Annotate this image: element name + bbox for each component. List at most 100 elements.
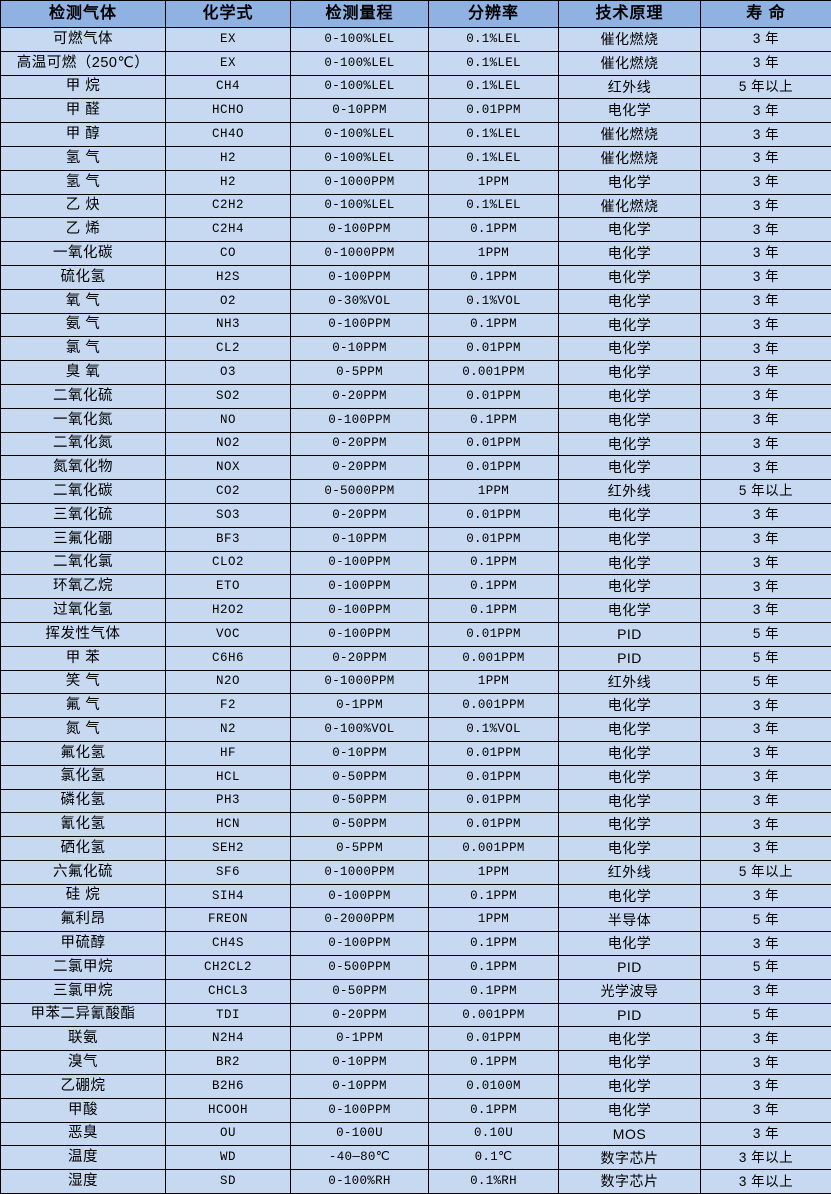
cell-life: 3 年 xyxy=(701,694,831,718)
cell-formula: FREON xyxy=(166,908,291,932)
cell-life: 3 年以上 xyxy=(701,1146,831,1170)
cell-range: 0-100PPM xyxy=(291,575,429,599)
cell-range: 0-1000PPM xyxy=(291,860,429,884)
cell-life: 3 年 xyxy=(701,979,831,1003)
cell-technology: 电化学 xyxy=(559,361,701,385)
cell-life: 3 年 xyxy=(701,337,831,361)
column-header-formula: 化学式 xyxy=(166,1,291,28)
cell-formula: F2 xyxy=(166,694,291,718)
cell-technology: 电化学 xyxy=(559,218,701,242)
cell-formula: CL2 xyxy=(166,337,291,361)
cell-resolution: 1PPM xyxy=(429,908,559,932)
cell-life: 3 年 xyxy=(701,932,831,956)
cell-technology: 催化燃烧 xyxy=(559,123,701,147)
cell-gas: 二氧化硫 xyxy=(1,384,166,408)
cell-formula: EX xyxy=(166,51,291,75)
header-row: 检测气体 化学式 检测量程 分辨率 技术原理 寿 命 xyxy=(1,1,831,28)
cell-technology: 电化学 xyxy=(559,813,701,837)
cell-range: 0-10PPM xyxy=(291,1051,429,1075)
cell-life: 5 年以上 xyxy=(701,480,831,504)
cell-technology: 电化学 xyxy=(559,551,701,575)
column-header-technology: 技术原理 xyxy=(559,1,701,28)
cell-range: 0-5PPM xyxy=(291,837,429,861)
cell-formula: CH2CL2 xyxy=(166,956,291,980)
cell-technology: 电化学 xyxy=(559,242,701,266)
cell-technology: 电化学 xyxy=(559,599,701,623)
cell-range: 0-100%LEL xyxy=(291,28,429,52)
cell-gas: 甲 醛 xyxy=(1,99,166,123)
cell-life: 3 年 xyxy=(701,1027,831,1051)
cell-range: 0-100%LEL xyxy=(291,51,429,75)
cell-gas: 氮氧化物 xyxy=(1,456,166,480)
cell-technology: 电化学 xyxy=(559,694,701,718)
cell-range: 0-500PPM xyxy=(291,956,429,980)
cell-range: 0-20PPM xyxy=(291,432,429,456)
cell-range: 0-100PPM xyxy=(291,313,429,337)
cell-formula: NH3 xyxy=(166,313,291,337)
cell-resolution: 0.001PPM xyxy=(429,646,559,670)
cell-technology: 电化学 xyxy=(559,575,701,599)
cell-range: 0-20PPM xyxy=(291,1003,429,1027)
cell-technology: 电化学 xyxy=(559,170,701,194)
cell-formula: BF3 xyxy=(166,527,291,551)
cell-formula: TDI xyxy=(166,1003,291,1027)
cell-gas: 可燃气体 xyxy=(1,28,166,52)
cell-formula: HF xyxy=(166,741,291,765)
cell-technology: 电化学 xyxy=(559,313,701,337)
cell-range: 0-100%RH xyxy=(291,1170,429,1194)
cell-range: 0-1PPM xyxy=(291,694,429,718)
cell-gas: 乙硼烷 xyxy=(1,1075,166,1099)
cell-gas: 氧 气 xyxy=(1,289,166,313)
cell-resolution: 0.01PPM xyxy=(429,622,559,646)
cell-resolution: 0.1℃ xyxy=(429,1146,559,1170)
cell-resolution: 0.0100M xyxy=(429,1075,559,1099)
cell-range: 0-10PPM xyxy=(291,741,429,765)
cell-life: 3 年 xyxy=(701,28,831,52)
cell-range: 0-100%LEL xyxy=(291,123,429,147)
cell-resolution: 0.1%VOL xyxy=(429,289,559,313)
cell-range: 0-5PPM xyxy=(291,361,429,385)
cell-technology: 光学波导 xyxy=(559,979,701,1003)
cell-range: 0-100PPM xyxy=(291,408,429,432)
cell-range: 0-50PPM xyxy=(291,789,429,813)
cell-life: 3 年 xyxy=(701,194,831,218)
cell-life: 3 年 xyxy=(701,361,831,385)
cell-technology: 电化学 xyxy=(559,527,701,551)
cell-formula: HCOOH xyxy=(166,1098,291,1122)
cell-life: 3 年 xyxy=(701,242,831,266)
cell-gas: 恶臭 xyxy=(1,1122,166,1146)
cell-technology: 电化学 xyxy=(559,765,701,789)
cell-formula: CO xyxy=(166,242,291,266)
cell-formula: PH3 xyxy=(166,789,291,813)
cell-range: 0-20PPM xyxy=(291,503,429,527)
cell-technology: 电化学 xyxy=(559,837,701,861)
cell-formula: WD xyxy=(166,1146,291,1170)
cell-gas: 甲 烷 xyxy=(1,75,166,99)
cell-gas: 乙 炔 xyxy=(1,194,166,218)
cell-life: 3 年 xyxy=(701,503,831,527)
cell-resolution: 0.01PPM xyxy=(429,337,559,361)
cell-technology: 催化燃烧 xyxy=(559,51,701,75)
cell-life: 3 年 xyxy=(701,170,831,194)
cell-formula: SIH4 xyxy=(166,884,291,908)
cell-range: 0-100PPM xyxy=(291,932,429,956)
cell-range: 0-100%LEL xyxy=(291,75,429,99)
cell-formula: N2O xyxy=(166,670,291,694)
cell-range: 0-100%VOL xyxy=(291,718,429,742)
cell-resolution: 0.01PPM xyxy=(429,813,559,837)
cell-range: 0-10PPM xyxy=(291,527,429,551)
